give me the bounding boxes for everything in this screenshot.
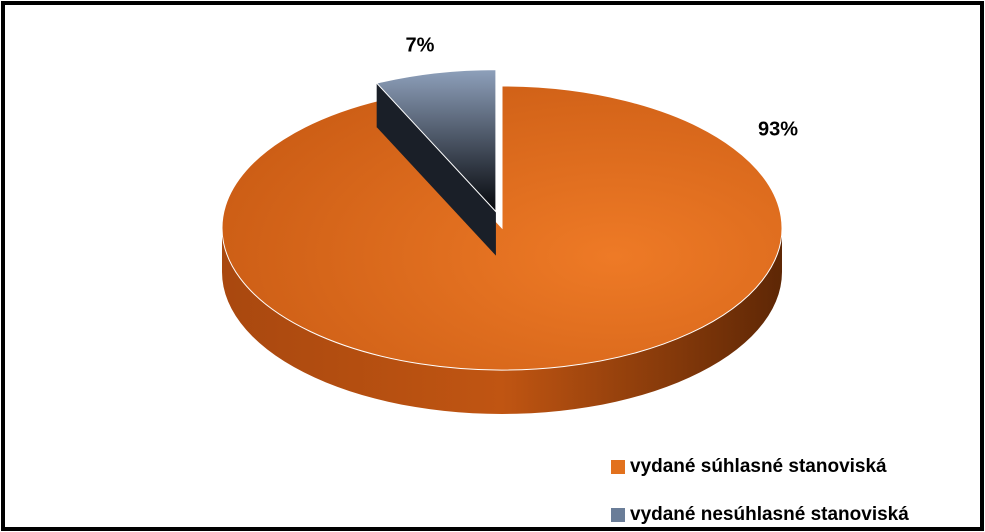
data-label: 7% <box>406 34 435 56</box>
slice <box>221 85 783 371</box>
legend-swatch <box>611 460 625 474</box>
slice-side <box>222 228 782 414</box>
slice <box>375 69 497 213</box>
data-label: 93% <box>758 118 798 140</box>
legend-label: vydané nesúhlasné stanoviská <box>630 504 909 525</box>
legend-swatch <box>611 508 625 522</box>
legend-label: vydané súhlasné stanoviská <box>630 456 887 477</box>
slice-cut <box>376 83 496 256</box>
